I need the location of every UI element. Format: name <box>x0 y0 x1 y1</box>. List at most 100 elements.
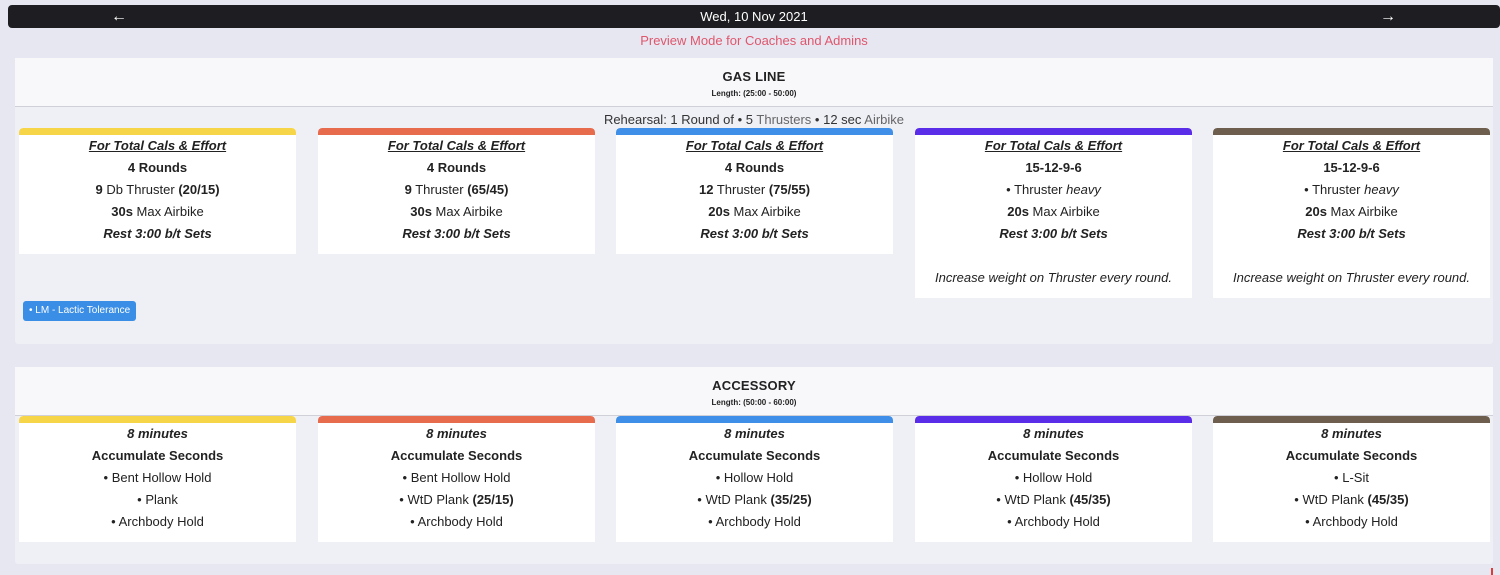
movement-name: • WtD Plank <box>1294 492 1368 507</box>
track-color-bar <box>19 416 296 423</box>
load: (25/15) <box>472 492 514 507</box>
movement-name: • Thruster <box>1304 182 1365 197</box>
card-heading-text: For Total Cals & Effort <box>984 138 1123 153</box>
card-note: Increase weight on Thruster every round. <box>1232 270 1470 285</box>
movement-name: Db Thruster <box>102 182 179 197</box>
track-cards: For Total Cals & Effort 4 Rounds 9 Db Thru… <box>15 128 1493 308</box>
movement-name: Thruster <box>411 182 468 197</box>
rest-line: Rest 3:00 b/t Sets <box>103 226 212 241</box>
movement-line: • Bent Hollow Hold <box>318 467 595 489</box>
movement-line: 20s Max Airbike <box>616 201 893 223</box>
movement-name: • Archbody Hold <box>1305 514 1398 529</box>
movement-name: • Hollow Hold <box>1014 470 1093 485</box>
scroll-indicator <box>1491 568 1493 575</box>
movement-line: • Hollow Hold <box>616 467 893 489</box>
movement-name: • L-Sit <box>1334 470 1369 485</box>
card-heading: For Total Cals & Effort <box>1213 135 1490 157</box>
preview-mode-notice: Preview Mode for Coaches and Admins <box>640 33 868 48</box>
workout-card: 8 minutes Accumulate Seconds • Hollow Hold… <box>616 416 893 542</box>
load: (20/15) <box>178 182 220 197</box>
movement-name: • Archbody Hold <box>410 514 503 529</box>
rehearsal-line: Rehearsal: 1 Round of • 5 Thrusters • 12… <box>15 107 1493 128</box>
movement-line: • Archbody Hold <box>19 511 296 533</box>
movement-name: • WtD Plank <box>697 492 771 507</box>
movement-line: • Plank <box>19 489 296 511</box>
movement-name: • WtD Plank <box>996 492 1070 507</box>
movement-line: 30s Max Airbike <box>318 201 595 223</box>
track-color-bar <box>318 416 595 423</box>
workout-card: 8 minutes Accumulate Seconds • Bent Hollow… <box>318 416 595 542</box>
movement-line: 20s Max Airbike <box>915 201 1192 223</box>
load-note: heavy <box>1364 182 1399 197</box>
card-heading: For Total Cals & Effort <box>915 135 1192 157</box>
rehearsal-movement-airbike[interactable]: Airbike <box>864 112 905 127</box>
card-heading-text: For Total Cals & Effort <box>387 138 526 153</box>
card-heading: 8 minutes <box>1321 426 1382 441</box>
workout-card: 8 minutes Accumulate Seconds • L-Sit • WtD … <box>1213 416 1490 542</box>
card-scheme: 4 Rounds <box>127 160 188 175</box>
card-heading-text: For Total Cals & Effort <box>685 138 824 153</box>
movement-name: • Thruster <box>1006 182 1067 197</box>
rest-line: Rest 3:00 b/t Sets <box>402 226 511 241</box>
movement-line: 9 Db Thruster (20/15) <box>19 179 296 201</box>
movement-line: • Thruster heavy <box>915 179 1192 201</box>
workout-card: For Total Cals & Effort 15-12-9-6 • Thrust… <box>915 128 1192 298</box>
rehearsal-movement-thrusters[interactable]: Thrusters <box>756 112 812 127</box>
stimulus-tag[interactable]: • LM - Lactic Tolerance <box>23 301 137 321</box>
duration: 20s <box>1305 204 1327 219</box>
card-scheme: 4 Rounds <box>426 160 487 175</box>
card-heading: 8 minutes <box>127 426 188 441</box>
movement-line: 30s Max Airbike <box>19 201 296 223</box>
workout-card: 8 minutes Accumulate Seconds • Hollow Hold… <box>915 416 1192 542</box>
card-heading: For Total Cals & Effort <box>19 135 296 157</box>
rest-line: Rest 3:00 b/t Sets <box>700 226 809 241</box>
movement-line: 20s Max Airbike <box>1213 201 1490 223</box>
card-scheme: Accumulate Seconds <box>1285 448 1418 463</box>
card-heading: For Total Cals & Effort <box>318 135 595 157</box>
date-nav-bar: ← Wed, 10 Nov 2021 → <box>8 5 1500 28</box>
workout-card: For Total Cals & Effort 4 Rounds 9 Thruste… <box>318 128 595 254</box>
card-scheme: Accumulate Seconds <box>91 448 224 463</box>
track-color-bar <box>616 128 893 135</box>
movement-name: Max Airbike <box>1326 204 1398 219</box>
movement-name: • Plank <box>137 492 178 507</box>
card-scheme: Accumulate Seconds <box>688 448 821 463</box>
movement-line: • WtD Plank (45/35) <box>1213 489 1490 511</box>
rest-line: Rest 3:00 b/t Sets <box>999 226 1108 241</box>
movement-line: • WtD Plank (45/35) <box>915 489 1192 511</box>
duration: 20s <box>1007 204 1029 219</box>
workout-card: For Total Cals & Effort 4 Rounds 9 Db Thru… <box>19 128 296 254</box>
next-day-arrow-icon[interactable]: → <box>1380 7 1396 25</box>
track-color-bar <box>1213 416 1490 423</box>
load-note: heavy <box>1066 182 1101 197</box>
load: (75/55) <box>768 182 811 197</box>
movement-line: • Bent Hollow Hold <box>19 467 296 489</box>
movement-line: • WtD Plank (35/25) <box>616 489 893 511</box>
load: (45/35) <box>1367 492 1409 507</box>
section-header: GAS LINE Length: (25:00 - 50:00) <box>15 58 1493 107</box>
movement-line: • L-Sit <box>1213 467 1490 489</box>
card-note: Increase weight on Thruster every round. <box>934 270 1172 285</box>
section-header: ACCESSORY Length: (50:00 - 60:00) <box>15 367 1493 416</box>
track-color-bar <box>616 416 893 423</box>
card-scheme: Accumulate Seconds <box>390 448 523 463</box>
card-heading: 8 minutes <box>1023 426 1084 441</box>
track-color-bar <box>915 416 1192 423</box>
movement-name: • Bent Hollow Hold <box>103 470 212 485</box>
movement-name: • Hollow Hold <box>715 470 794 485</box>
card-heading: 8 minutes <box>426 426 487 441</box>
card-scheme: 15-12-9-6 <box>1025 160 1082 175</box>
card-heading-text: For Total Cals & Effort <box>88 138 227 153</box>
rep-count: 9 <box>95 182 103 197</box>
card-scheme: 15-12-9-6 <box>1323 160 1380 175</box>
section-accessory: ACCESSORY Length: (50:00 - 60:00) 8 minu… <box>15 367 1493 564</box>
spacer <box>1213 245 1490 267</box>
spacer <box>915 245 1192 267</box>
load: (45/35) <box>1069 492 1111 507</box>
rep-count: 12 <box>698 182 714 197</box>
section-title: GAS LINE <box>722 69 786 84</box>
workout-card: For Total Cals & Effort 4 Rounds 12 Thrust… <box>616 128 893 254</box>
card-heading: For Total Cals & Effort <box>616 135 893 157</box>
prev-day-arrow-icon[interactable]: ← <box>111 7 127 25</box>
section-title: ACCESSORY <box>712 378 796 393</box>
